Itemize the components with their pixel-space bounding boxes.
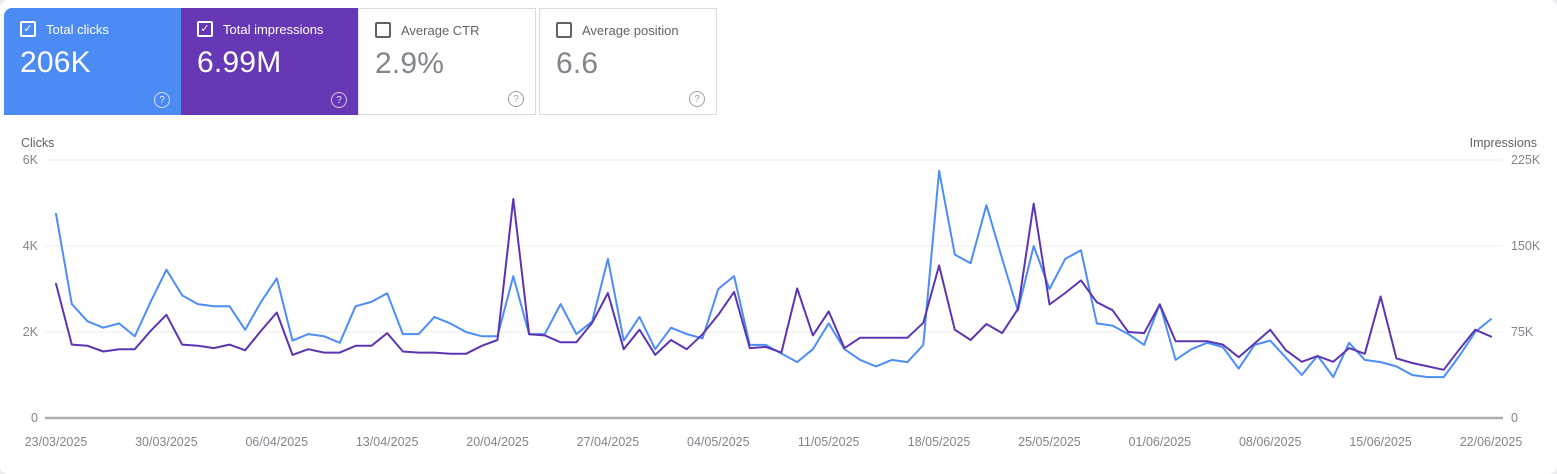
unchecked-checkbox-icon[interactable]: [375, 22, 391, 38]
date-tick-label: 11/05/2025: [798, 435, 860, 449]
right-axis-tick: 75K: [1511, 325, 1534, 339]
series-line-clicks[interactable]: [55, 169, 1492, 379]
metric-card-total-clicks[interactable]: ✓ Total clicks 206K?: [4, 8, 181, 115]
right-axis-title: Impressions: [1470, 136, 1537, 150]
left-axis-title: Clicks: [21, 136, 54, 150]
checked-checkbox-icon[interactable]: ✓: [20, 21, 36, 37]
left-axis-tick: 6K: [23, 153, 39, 167]
metric-cards-row: ✓ Total clicks 206K? ✓ Total impressions 6.99…: [4, 8, 717, 115]
right-axis-tick: 0: [1511, 411, 1518, 425]
left-axis-tick: 4K: [23, 239, 39, 253]
left-axis-tick: 0: [31, 411, 38, 425]
date-tick-label: 30/03/2025: [135, 435, 198, 449]
metric-card-header: Average position: [556, 22, 700, 38]
metric-card-average-position[interactable]: Average position 6.6?: [539, 8, 717, 115]
metric-card-total-impressions[interactable]: ✓ Total impressions 6.99M?: [181, 8, 358, 115]
unchecked-checkbox-icon[interactable]: [556, 22, 572, 38]
metric-label: Total clicks: [46, 21, 109, 37]
checked-checkbox-icon[interactable]: ✓: [197, 21, 213, 37]
metric-label: Total impressions: [223, 21, 324, 37]
left-axis-tick: 2K: [23, 325, 39, 339]
date-tick-label: 20/04/2025: [466, 435, 529, 449]
date-tick-label: 01/06/2025: [1129, 435, 1192, 449]
help-icon[interactable]: ?: [508, 91, 524, 107]
metric-card-header: ✓ Total impressions: [197, 21, 342, 37]
metric-value: 6.6: [556, 47, 599, 80]
date-tick-label: 23/03/2025: [25, 435, 88, 449]
metric-value: 6.99M: [197, 46, 282, 79]
date-tick-label: 18/05/2025: [908, 435, 971, 449]
performance-chart[interactable]: 0 0 2K 75K 4K 150K 6K 225K Clicks Impressions 23/0…: [0, 115, 1557, 474]
date-tick-label: 13/04/2025: [356, 435, 419, 449]
metric-card-header: Average CTR: [375, 22, 519, 38]
date-tick-label: 04/05/2025: [687, 435, 750, 449]
date-tick-label: 22/06/2025: [1460, 435, 1523, 449]
metric-label: Average position: [582, 22, 679, 38]
date-tick-label: 06/04/2025: [245, 435, 308, 449]
metric-value: 2.9%: [375, 47, 445, 80]
date-tick-label: 15/06/2025: [1349, 435, 1412, 449]
metric-card-header: ✓ Total clicks: [20, 21, 165, 37]
help-icon[interactable]: ?: [154, 92, 170, 108]
date-tick-label: 25/05/2025: [1018, 435, 1081, 449]
metric-label: Average CTR: [401, 22, 480, 38]
help-icon[interactable]: ?: [689, 91, 705, 107]
date-tick-label: 27/04/2025: [577, 435, 640, 449]
right-axis-tick: 150K: [1511, 239, 1541, 253]
right-axis-tick: 225K: [1511, 153, 1541, 167]
metric-value: 206K: [20, 46, 91, 79]
help-icon[interactable]: ?: [331, 92, 347, 108]
date-tick-label: 08/06/2025: [1239, 435, 1302, 449]
metric-card-average-ctr[interactable]: Average CTR 2.9%?: [358, 8, 536, 115]
series-line-impressions[interactable]: [55, 198, 1492, 371]
